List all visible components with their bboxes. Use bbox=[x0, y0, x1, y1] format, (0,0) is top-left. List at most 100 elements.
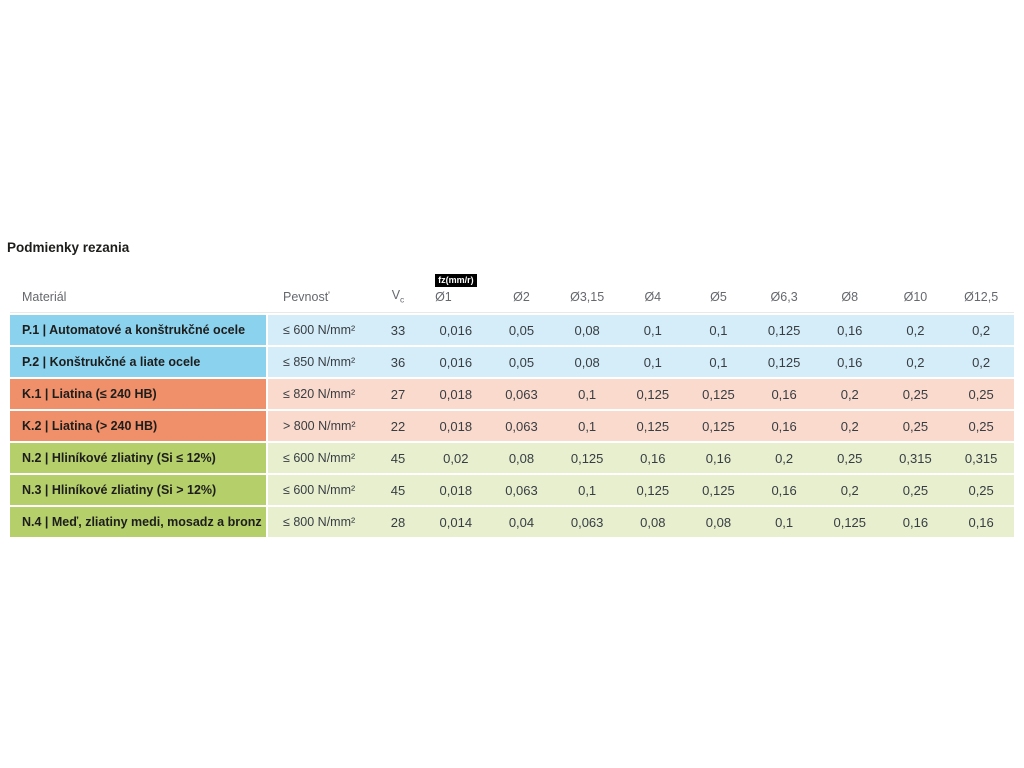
fz-cell: 0,2 bbox=[882, 315, 949, 345]
fz-cell: 0,125 bbox=[619, 411, 686, 441]
fz-cell: 0,08 bbox=[619, 507, 686, 537]
fz-cell: 0,315 bbox=[882, 443, 949, 473]
fz-cell: 0,1 bbox=[619, 347, 686, 377]
table-header: Materiál Pevnosť Vc fz(mm/r) Ø1 Ø2 Ø3,15 … bbox=[10, 260, 1014, 313]
fz-cell: 0,25 bbox=[882, 379, 949, 409]
vc-symbol: V bbox=[391, 287, 401, 302]
fz-cell: 0,16 bbox=[619, 443, 686, 473]
fz-cell: 0,08 bbox=[685, 507, 752, 537]
fz-cell: 0,16 bbox=[751, 411, 817, 441]
page-title: Podmienky rezania bbox=[7, 240, 130, 255]
table-body: P.1 | Automatové a konštrukčné ocele ≤ 6… bbox=[10, 315, 1014, 537]
col-header-pevnost: Pevnosť bbox=[268, 260, 373, 313]
pevnost-cell: ≤ 800 N/mm² bbox=[268, 507, 373, 537]
fz-cell: 0,1 bbox=[751, 507, 817, 537]
fz-cell: 0,063 bbox=[554, 507, 620, 537]
fz-cell: 0,063 bbox=[488, 411, 555, 441]
cutting-conditions-table: Materiál Pevnosť Vc fz(mm/r) Ø1 Ø2 Ø3,15 … bbox=[10, 258, 1014, 539]
fz-cell: 0,315 bbox=[948, 443, 1014, 473]
fz-cell: 0,018 bbox=[423, 411, 489, 441]
d1-label: Ø1 bbox=[435, 290, 452, 304]
fz-cell: 0,05 bbox=[488, 347, 555, 377]
pevnost-cell: ≤ 600 N/mm² bbox=[268, 443, 373, 473]
fz-cell: 0,125 bbox=[685, 379, 752, 409]
fz-cell: 0,1 bbox=[685, 315, 752, 345]
fz-cell: 0,125 bbox=[751, 347, 817, 377]
fz-cell: 0,125 bbox=[816, 507, 883, 537]
material-cell: N.2 | Hliníkové zliatiny (Si ≤ 12%) bbox=[10, 443, 268, 473]
vc-cell: 33 bbox=[373, 315, 423, 345]
vc-cell: 27 bbox=[373, 379, 423, 409]
col-header-material: Materiál bbox=[10, 260, 268, 313]
fz-cell: 0,08 bbox=[488, 443, 555, 473]
material-cell: P.2 | Konštrukčné a liate ocele bbox=[10, 347, 268, 377]
fz-cell: 0,25 bbox=[948, 475, 1014, 505]
material-cell: K.1 | Liatina (≤ 240 HB) bbox=[10, 379, 268, 409]
fz-cell: 0,16 bbox=[751, 475, 817, 505]
material-cell: N.3 | Hliníkové zliatiny (Si > 12%) bbox=[10, 475, 268, 505]
vc-subscript: c bbox=[400, 294, 405, 304]
col-header-d5: Ø5 bbox=[685, 260, 752, 313]
fz-cell: 0,1 bbox=[685, 347, 752, 377]
fz-cell: 0,125 bbox=[554, 443, 620, 473]
fz-cell: 0,1 bbox=[554, 475, 620, 505]
fz-cell: 0,2 bbox=[751, 443, 817, 473]
material-cell: P.1 | Automatové a konštrukčné ocele bbox=[10, 315, 268, 345]
fz-cell: 0,125 bbox=[619, 475, 686, 505]
col-header-d8: Ø10 bbox=[882, 260, 949, 313]
fz-cell: 0,2 bbox=[816, 411, 883, 441]
fz-cell: 0,16 bbox=[751, 379, 817, 409]
fz-cell: 0,063 bbox=[488, 475, 555, 505]
fz-cell: 0,16 bbox=[816, 315, 883, 345]
fz-cell: 0,1 bbox=[619, 315, 686, 345]
fz-cell: 0,16 bbox=[882, 507, 949, 537]
material-cell: K.2 | Liatina (> 240 HB) bbox=[10, 411, 268, 441]
fz-cell: 0,08 bbox=[554, 347, 620, 377]
fz-cell: 0,1 bbox=[554, 379, 620, 409]
fz-cell: 0,25 bbox=[882, 475, 949, 505]
material-cell: N.4 | Meď, zliatiny medi, mosadz a bronz bbox=[10, 507, 268, 537]
fz-cell: 0,014 bbox=[423, 507, 489, 537]
col-header-d3: Ø3,15 bbox=[554, 260, 620, 313]
fz-cell: 0,016 bbox=[423, 315, 489, 345]
fz-cell: 0,016 bbox=[423, 347, 489, 377]
fz-cell: 0,2 bbox=[948, 347, 1014, 377]
vc-cell: 45 bbox=[373, 475, 423, 505]
fz-cell: 0,2 bbox=[816, 475, 883, 505]
fz-cell: 0,125 bbox=[751, 315, 817, 345]
table-row-n4: N.4 | Meď, zliatiny medi, mosadz a bronz… bbox=[10, 507, 1014, 537]
table-row-p2: P.2 | Konštrukčné a liate ocele ≤ 850 N/… bbox=[10, 347, 1014, 377]
fz-cell: 0,25 bbox=[816, 443, 883, 473]
fz-cell: 0,125 bbox=[685, 475, 752, 505]
fz-cell: 0,1 bbox=[554, 411, 620, 441]
vc-cell: 28 bbox=[373, 507, 423, 537]
col-header-vc: Vc bbox=[373, 260, 423, 313]
fz-cell: 0,018 bbox=[423, 475, 489, 505]
d1-header-stack: fz(mm/r) Ø1 bbox=[435, 272, 477, 304]
fz-cell: 0,25 bbox=[948, 379, 1014, 409]
fz-cell: 0,2 bbox=[948, 315, 1014, 345]
pevnost-cell: ≤ 600 N/mm² bbox=[268, 475, 373, 505]
vc-cell: 45 bbox=[373, 443, 423, 473]
table-row-n3: N.3 | Hliníkové zliatiny (Si > 12%) ≤ 60… bbox=[10, 475, 1014, 505]
fz-cell: 0,16 bbox=[816, 347, 883, 377]
col-header-d7: Ø8 bbox=[816, 260, 883, 313]
col-header-d9: Ø12,5 bbox=[948, 260, 1014, 313]
pevnost-cell: ≤ 850 N/mm² bbox=[268, 347, 373, 377]
fz-cell: 0,2 bbox=[882, 347, 949, 377]
table-row-k1: K.1 | Liatina (≤ 240 HB) ≤ 820 N/mm² 27 … bbox=[10, 379, 1014, 409]
table-row-k2: K.2 | Liatina (> 240 HB) > 800 N/mm² 22 … bbox=[10, 411, 1014, 441]
vc-cell: 36 bbox=[373, 347, 423, 377]
table-row-p1: P.1 | Automatové a konštrukčné ocele ≤ 6… bbox=[10, 315, 1014, 345]
col-header-d4: Ø4 bbox=[619, 260, 686, 313]
fz-cell: 0,04 bbox=[488, 507, 555, 537]
fz-cell: 0,16 bbox=[948, 507, 1014, 537]
fz-unit-badge: fz(mm/r) bbox=[435, 274, 477, 287]
fz-cell: 0,02 bbox=[423, 443, 489, 473]
table-row-n2: N.2 | Hliníkové zliatiny (Si ≤ 12%) ≤ 60… bbox=[10, 443, 1014, 473]
fz-cell: 0,125 bbox=[685, 411, 752, 441]
col-header-d1: fz(mm/r) Ø1 bbox=[423, 260, 489, 313]
fz-cell: 0,08 bbox=[554, 315, 620, 345]
fz-cell: 0,063 bbox=[488, 379, 555, 409]
